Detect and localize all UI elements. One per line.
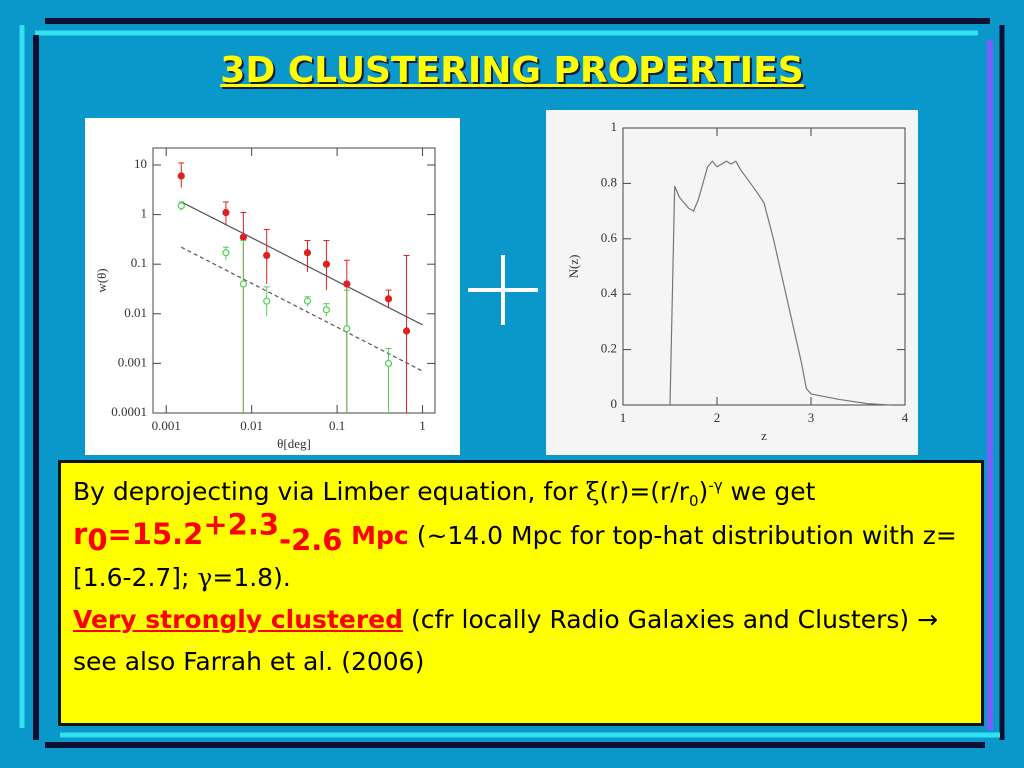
text: 0: [87, 523, 108, 557]
data-point: [177, 172, 185, 180]
data-line: [669, 160, 891, 406]
text: →: [917, 605, 939, 634]
fit-line: [181, 201, 423, 326]
data-point: [322, 306, 331, 314]
x-axis-label: z: [761, 428, 767, 443]
data-point: [303, 297, 312, 305]
y-tick-label: 0.01: [124, 305, 147, 320]
y-tick-label: 1: [141, 206, 148, 221]
data-point: [303, 249, 312, 257]
data-point: [239, 233, 247, 241]
y-tick-label: 0.2: [601, 341, 617, 356]
frame: [19, 18, 1005, 748]
x-tick-label: 2: [714, 410, 721, 425]
plus-sign: [468, 255, 538, 325]
y-tick-label: 0.8: [601, 174, 617, 189]
x-tick-label: 0.1: [329, 418, 345, 433]
text-box: By deprojecting via Limber equation, for…: [58, 460, 984, 726]
text: (cfr locally Radio Galaxies and Clusters…: [403, 605, 918, 634]
plot-frame: [152, 147, 436, 414]
text: (~14.0 Mpc for top-hat distribution with…: [73, 521, 957, 592]
data-point: [402, 327, 411, 335]
text: +2.3: [203, 507, 280, 542]
y-tick-label: 1: [611, 119, 618, 134]
chart-panel: [546, 110, 918, 455]
data-point: [239, 280, 247, 288]
y-tick-label: 0.6: [601, 230, 618, 245]
text: ): [698, 477, 709, 506]
data-point: [263, 297, 271, 305]
text: 0: [689, 492, 699, 510]
plot-frame: [622, 127, 906, 406]
text: r: [73, 517, 88, 551]
data-point: [222, 208, 230, 217]
chart-panel: [85, 118, 460, 455]
y-tick-label: 0.001: [118, 354, 147, 369]
y-tick-label: 0.1: [131, 255, 147, 270]
text: we get: [722, 477, 816, 506]
data-point: [384, 295, 393, 303]
text: =15.2: [107, 517, 204, 551]
x-tick-label: 0.01: [240, 418, 263, 433]
y-tick-label: 0: [611, 396, 618, 411]
x-tick-label: 1: [419, 418, 426, 433]
text: -2.6: [279, 523, 343, 557]
x-tick-label: 4: [902, 410, 909, 425]
y-tick-label: 0.4: [601, 285, 618, 300]
x-tick-label: 1: [620, 410, 627, 425]
fit-line: [181, 246, 423, 372]
y-axis-label: w(θ): [94, 268, 109, 292]
y-tick-label: 10: [134, 156, 147, 171]
x-tick-label: 0.001: [152, 418, 181, 433]
data-point: [343, 280, 351, 288]
text: see also Farrah et al. (2006): [73, 647, 425, 676]
x-tick-label: 3: [808, 410, 815, 425]
text: Mpc: [342, 521, 409, 550]
text: γ: [197, 563, 213, 592]
y-axis-label: N(z): [566, 255, 581, 279]
text: (r)=(r/r: [599, 477, 689, 506]
data-point: [263, 251, 271, 260]
data-point: [343, 325, 351, 333]
x-axis-label: θ[deg]: [277, 436, 311, 451]
text: Very strongly clustered: [73, 605, 404, 634]
data-point: [384, 359, 393, 367]
data-point: [222, 249, 230, 257]
text: By deprojecting via Limber equation, for: [73, 477, 586, 506]
y-tick-label: 0.0001: [111, 404, 147, 419]
data-point: [322, 260, 331, 268]
slide-title: 3D CLUSTERING PROPERTIES: [220, 50, 804, 91]
text: ξ: [585, 477, 600, 506]
text: =1.8).: [212, 563, 291, 592]
data-point: [177, 202, 185, 210]
text: -γ: [708, 476, 723, 495]
